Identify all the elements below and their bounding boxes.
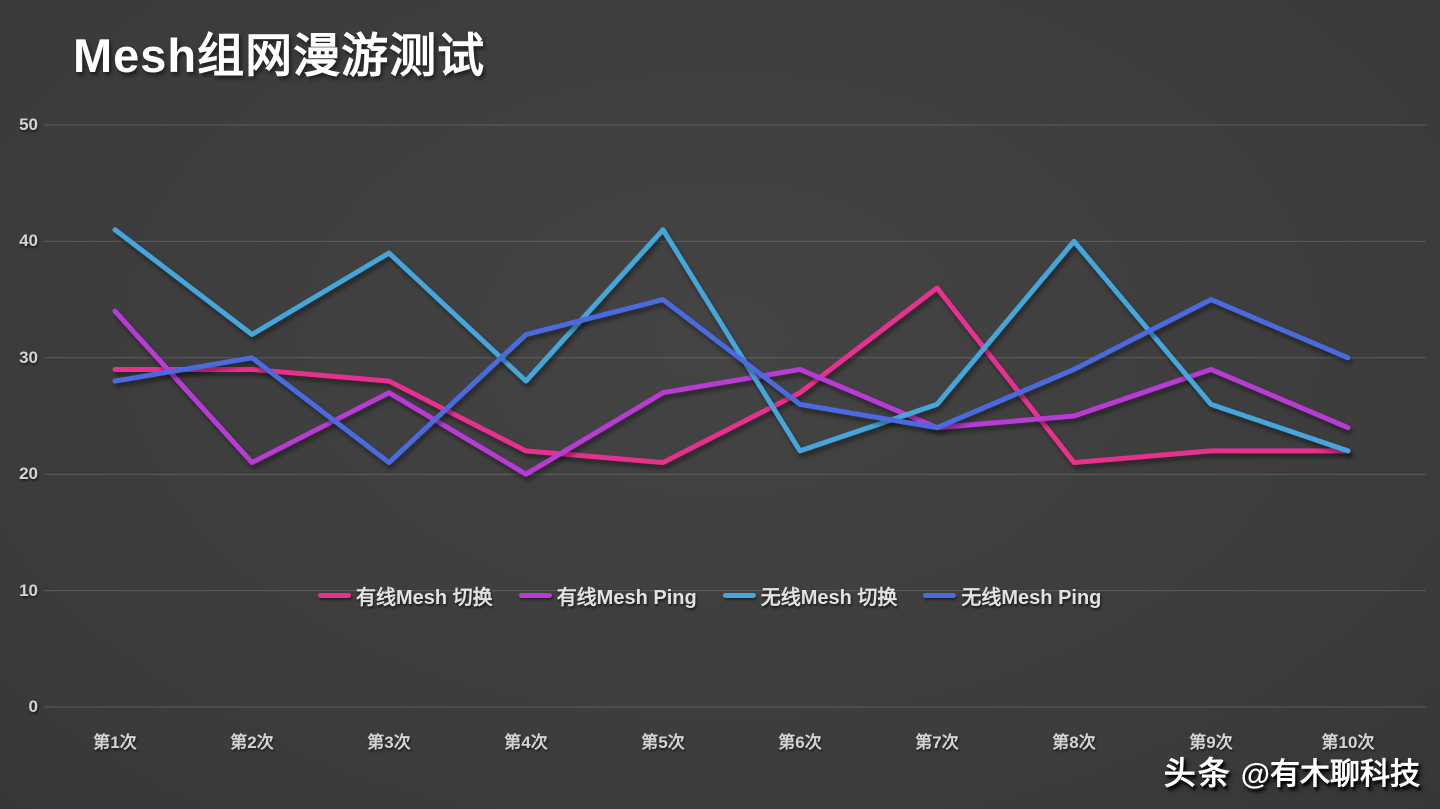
- legend-label: 有线Mesh 切换: [356, 587, 493, 609]
- watermark-brand: 头条: [1163, 755, 1232, 791]
- legend: 有线Mesh 切换 有线Mesh Ping 无线Mesh 切换 无线Mesh Ping: [318, 581, 1101, 610]
- legend-swatch: [518, 593, 552, 598]
- watermark: 头条 @有木聊科技: [1164, 748, 1420, 794]
- x-tick-label: 第3次: [367, 733, 411, 752]
- legend-item: 有线Mesh Ping: [518, 581, 697, 610]
- legend-swatch: [722, 593, 756, 598]
- legend-label: 无线Mesh Ping: [961, 587, 1102, 609]
- y-tick-label: 10: [19, 580, 38, 600]
- legend-item: 无线Mesh Ping: [923, 581, 1101, 610]
- y-tick-label: 40: [19, 231, 38, 251]
- legend-swatch: [923, 593, 957, 598]
- x-tick-label: 第7次: [915, 733, 959, 752]
- legend-label: 有线Mesh Ping: [556, 587, 697, 609]
- y-tick-label: 0: [28, 697, 38, 716]
- series-line: [112, 297, 1351, 466]
- y-tick-label: 50: [19, 115, 38, 134]
- x-tick-label: 第10次: [1321, 733, 1375, 752]
- series-line: [112, 308, 1351, 477]
- x-tick-label: 第2次: [230, 733, 274, 752]
- chart-title: Mesh组网漫游测试: [73, 29, 486, 82]
- x-tick-label: 第9次: [1189, 733, 1233, 752]
- x-tick-label: 第4次: [504, 733, 548, 752]
- watermark-handle: @有木聊科技: [1240, 758, 1420, 791]
- x-tick-label: 第1次: [93, 733, 137, 752]
- legend-item: 有线Mesh 切换: [318, 581, 493, 610]
- series-line: [112, 285, 1351, 466]
- y-tick-label: 30: [19, 347, 38, 367]
- legend-item: 无线Mesh 切换: [722, 581, 898, 610]
- legend-swatch: [318, 593, 351, 598]
- series-line: [112, 227, 1351, 454]
- x-tick-label: 第8次: [1052, 733, 1096, 752]
- y-tick-label: 20: [19, 464, 38, 484]
- legend-label: 无线Mesh 切换: [760, 587, 898, 609]
- x-tick-label: 第6次: [778, 733, 822, 752]
- x-tick-label: 第5次: [641, 733, 685, 752]
